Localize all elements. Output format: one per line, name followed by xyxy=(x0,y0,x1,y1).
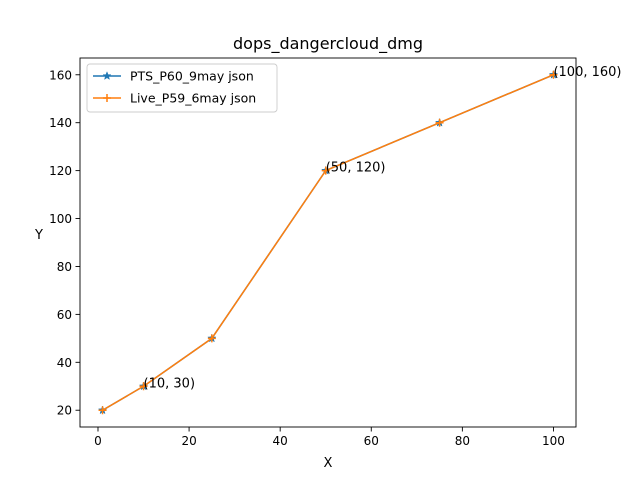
plot-area xyxy=(79,57,577,428)
y-axis-label: Y xyxy=(34,228,43,243)
data-point xyxy=(98,406,107,415)
y-tick-label: 120 xyxy=(49,164,72,178)
chart-title: dops_dangercloud_dmg xyxy=(233,34,423,54)
data-point xyxy=(207,334,216,343)
y-tick-label: 100 xyxy=(49,212,72,226)
x-tick-label: 60 xyxy=(364,434,379,448)
y-tick-label: 80 xyxy=(57,260,72,274)
data-point xyxy=(435,118,444,127)
axis-ticks: 0 20 40 60 80 100 20 40 60 80 100 120 140 160 xyxy=(49,68,565,448)
data-series xyxy=(97,69,559,415)
legend-entry-1: PTS_P60_9may json xyxy=(93,69,254,84)
legend-marker xyxy=(102,71,112,80)
x-tick-label: 80 xyxy=(455,434,470,448)
x-tick-label: 40 xyxy=(273,434,288,448)
legend-label: PTS_P60_9may json xyxy=(130,69,254,84)
legend-label: Live_P59_6may json xyxy=(130,91,256,106)
data-point xyxy=(139,382,148,391)
y-tick-label: 60 xyxy=(57,308,72,322)
y-tick-label: 160 xyxy=(49,68,72,82)
legend-box xyxy=(86,63,278,113)
point-annotation: (50, 120) xyxy=(326,161,386,176)
legend: PTS_P60_9may json Live_P59_6may json xyxy=(86,63,278,113)
y-tick-label: 140 xyxy=(49,116,72,130)
x-tick-label: 0 xyxy=(94,434,102,448)
x-tick-label: 100 xyxy=(542,434,565,448)
x-tick-label: 20 xyxy=(181,434,196,448)
plot-frame xyxy=(79,57,577,428)
data-point xyxy=(549,70,558,79)
legend-entry-2: Live_P59_6may json xyxy=(93,91,256,106)
point-annotation: (100, 160) xyxy=(553,65,621,80)
y-tick-label: 20 xyxy=(57,404,72,418)
point-annotation: (10, 30) xyxy=(144,376,196,391)
data-point xyxy=(321,166,330,175)
y-tick-label: 40 xyxy=(57,356,72,370)
x-axis-label: X xyxy=(324,456,333,471)
series-2 xyxy=(98,70,558,415)
legend-marker xyxy=(103,94,111,102)
data-annotations: (10, 30) (50, 120) (100, 160) xyxy=(144,65,622,391)
series-line xyxy=(102,74,554,411)
